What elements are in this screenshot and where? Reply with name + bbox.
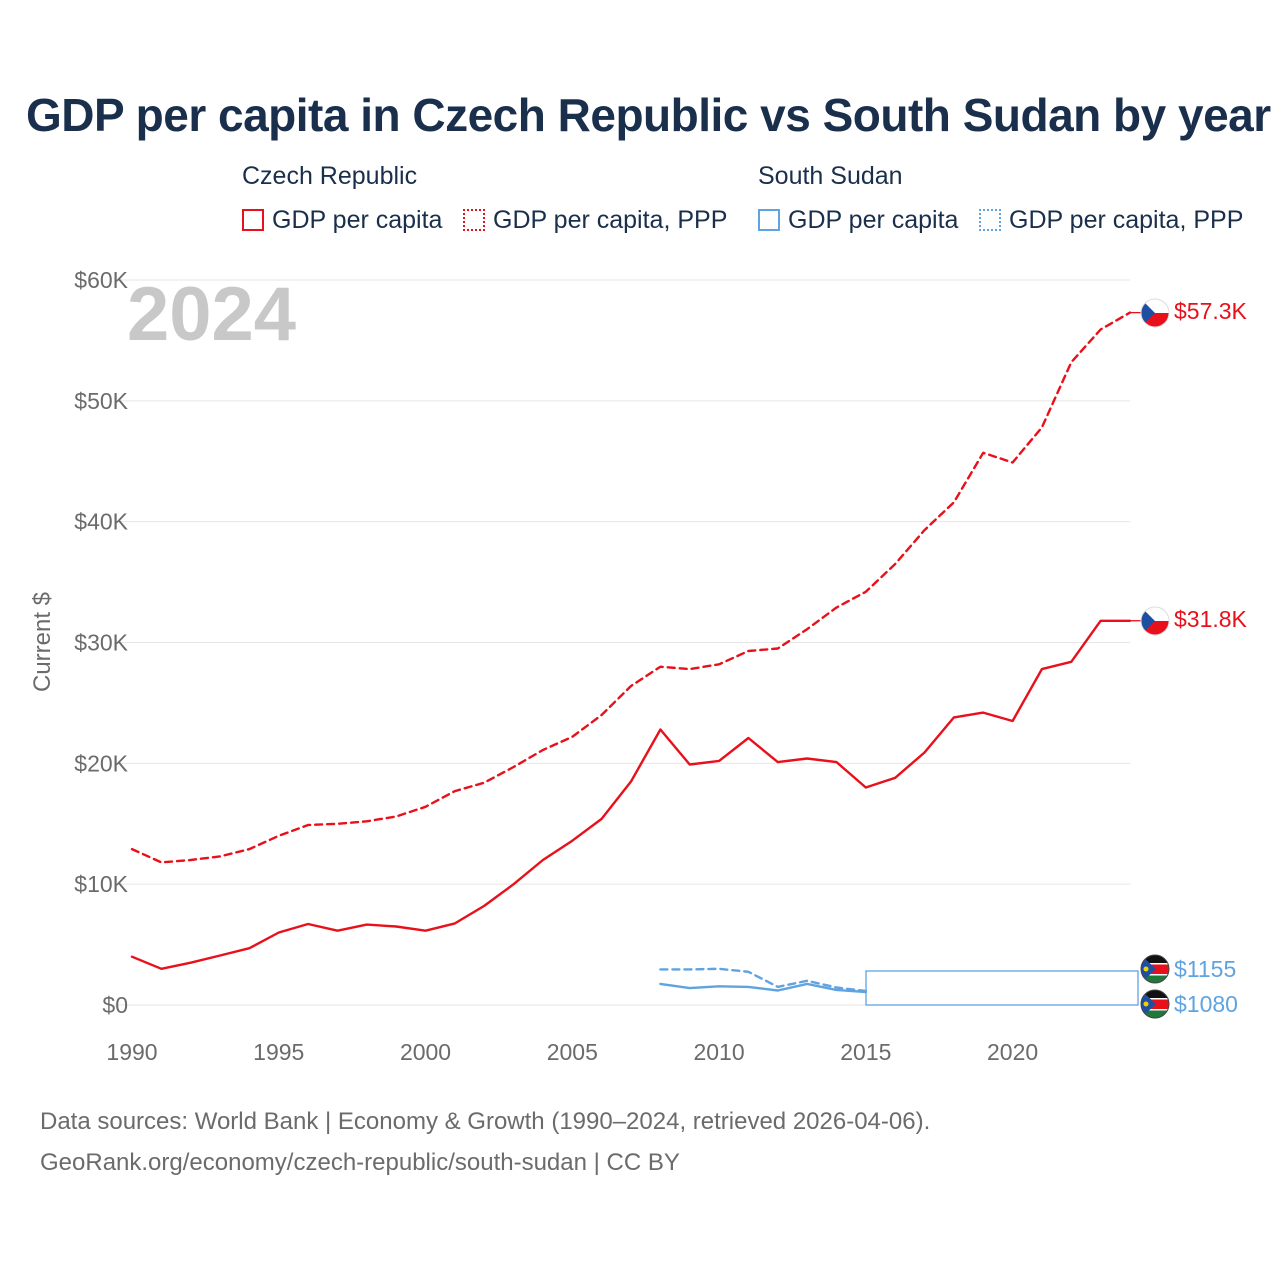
- y-tick-label: $50K: [74, 388, 128, 414]
- x-tick-label: 2000: [400, 1039, 451, 1065]
- y-axis-label: Current $: [29, 592, 56, 692]
- x-tick-label: 2005: [547, 1039, 598, 1065]
- x-tick-label: 1995: [253, 1039, 304, 1065]
- legend-swatch-dotted-red: [463, 209, 485, 231]
- chart-title: GDP per capita in Czech Republic vs Sout…: [26, 89, 1271, 141]
- legend-item-south-sudan-gdp[interactable]: GDP per capita: [758, 204, 958, 236]
- end-label-south-sudan-gdp: $1080: [1174, 991, 1238, 1017]
- series-line-czech-gdp-ppp: [130, 311, 1132, 864]
- legend-group-south-sudan: South Sudan: [758, 162, 903, 190]
- legend-label: GDP per capita: [272, 205, 443, 234]
- legend-swatch-solid-red: [242, 209, 264, 231]
- south-sudan-flag-icon: [1141, 955, 1169, 983]
- x-tick-label: 1990: [106, 1039, 157, 1065]
- x-tick-label: 2020: [987, 1039, 1038, 1065]
- czech-flag-icon: [1141, 299, 1169, 327]
- legend-swatch-solid-blue: [758, 209, 780, 231]
- series-line-czech-gdp: [130, 619, 1132, 970]
- footer-sources: Data sources: World Bank | Economy & Gro…: [40, 1108, 931, 1135]
- y-tick-label: $60K: [74, 267, 128, 293]
- end-label-czech-gdp-ppp: $57.3K: [1174, 298, 1248, 324]
- legend-label: GDP per capita: [788, 205, 959, 234]
- y-tick-label: $0: [102, 992, 128, 1018]
- south-sudan-flag-icon: [1141, 990, 1169, 1018]
- x-tick-label: 2010: [693, 1039, 744, 1065]
- end-label-czech-gdp: $31.8K: [1174, 606, 1248, 632]
- y-tick-label: $20K: [74, 750, 128, 776]
- legend-swatch-dotted-blue: [979, 209, 1001, 231]
- x-tick-label: 2015: [840, 1039, 891, 1065]
- legend-item-south-sudan-gdp-ppp[interactable]: GDP per capita, PPP: [979, 204, 1243, 236]
- footer-credit: GeoRank.org/economy/czech-republic/south…: [40, 1149, 680, 1176]
- current-year-label: 2024: [127, 272, 296, 357]
- legend-item-czech-gdp-ppp[interactable]: GDP per capita, PPP: [463, 204, 727, 236]
- y-tick-label: $30K: [74, 630, 128, 656]
- y-tick-label: $40K: [74, 509, 128, 535]
- y-tick-label: $10K: [74, 871, 128, 897]
- legend-item-czech-gdp[interactable]: GDP per capita: [242, 204, 442, 236]
- legend-group-czech-republic: Czech Republic: [242, 162, 418, 190]
- series-line-south-sudan-gdp: [659, 982, 867, 994]
- end-label-south-sudan-gdp-ppp: $1155: [1174, 956, 1236, 982]
- south-sudan-callout-box: [865, 970, 1139, 1006]
- czech-flag-icon: [1141, 607, 1169, 635]
- legend-label: GDP per capita, PPP: [1009, 205, 1244, 234]
- legend-label: GDP per capita, PPP: [493, 205, 728, 234]
